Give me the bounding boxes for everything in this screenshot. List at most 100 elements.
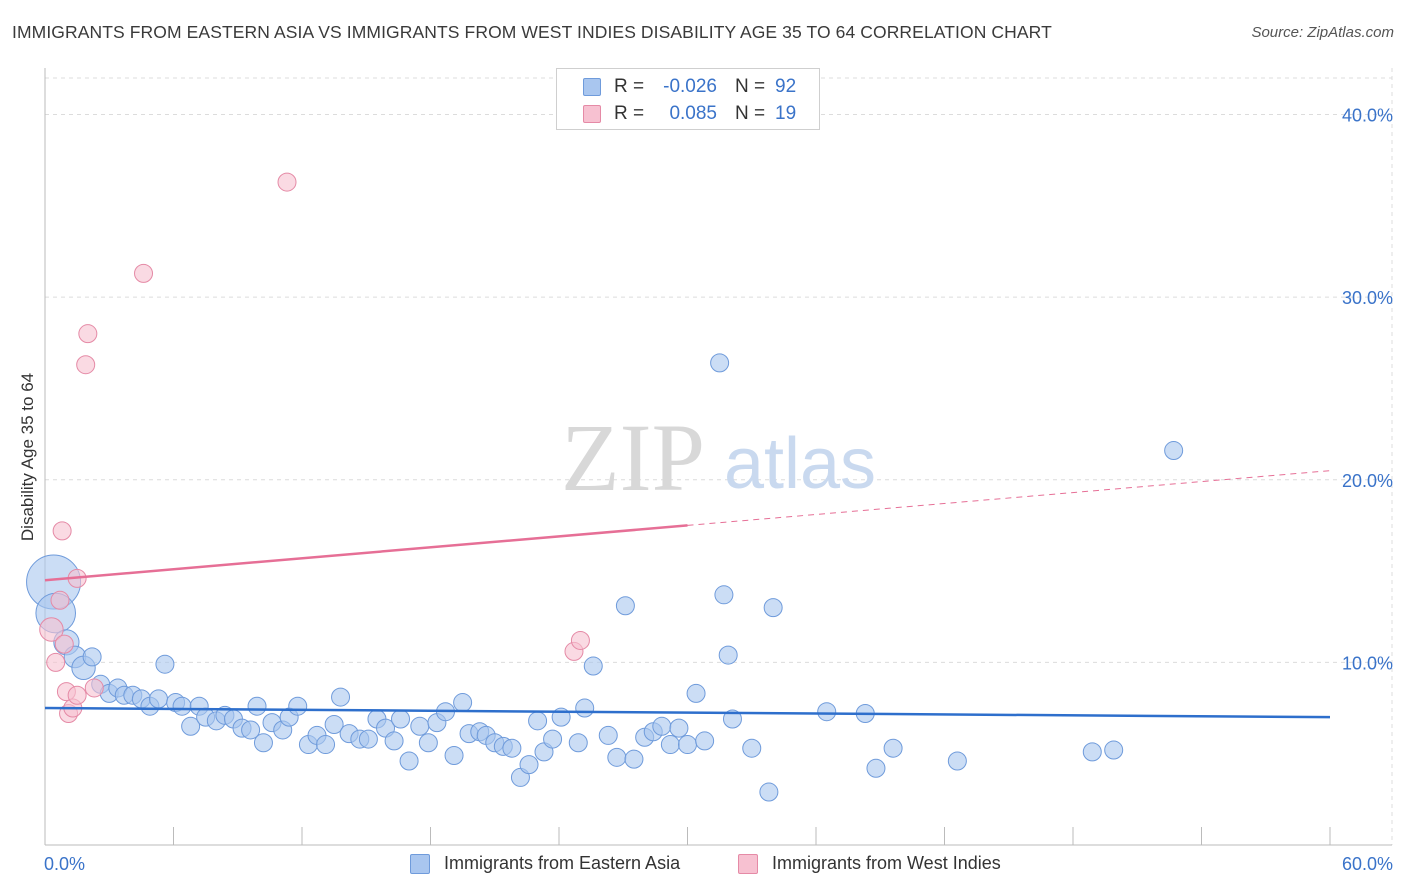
y-tick-label: 20.0%	[1342, 471, 1393, 491]
point-west-indies	[78, 324, 98, 344]
point-eastern-asia	[241, 720, 261, 740]
point-west-indies	[39, 617, 64, 642]
point-eastern-asia	[528, 711, 548, 731]
point-eastern-asia	[253, 733, 273, 753]
bottom-legend-swatch-eastern-asia	[410, 854, 430, 874]
point-eastern-asia	[410, 716, 430, 736]
point-eastern-asia	[947, 751, 967, 771]
point-eastern-asia	[399, 751, 419, 771]
point-west-indies	[52, 521, 72, 541]
point-west-indies	[67, 685, 87, 705]
point-eastern-asia	[453, 693, 473, 713]
x-tick-label-max: 60.0%	[1342, 854, 1393, 874]
point-eastern-asia	[1082, 742, 1102, 762]
point-eastern-asia	[1104, 740, 1124, 760]
point-eastern-asia	[686, 683, 706, 703]
legend-n-value: 92	[775, 76, 797, 97]
point-west-indies	[84, 678, 104, 698]
point-eastern-asia	[866, 758, 886, 778]
point-west-indies	[50, 590, 70, 610]
bottom-legend-label: Immigrants from West Indies	[772, 853, 1001, 873]
legend-swatch-west-indies	[583, 105, 601, 123]
point-eastern-asia	[418, 733, 438, 753]
watermark-atlas: atlas	[724, 424, 876, 504]
point-eastern-asia	[1164, 441, 1184, 461]
point-eastern-asia	[817, 702, 837, 722]
watermark-zip: ZIP	[561, 404, 705, 511]
point-west-indies	[570, 630, 590, 650]
point-eastern-asia	[714, 585, 734, 605]
point-west-indies	[54, 634, 74, 654]
point-eastern-asia	[82, 647, 102, 667]
point-eastern-asia	[598, 725, 618, 745]
legend-r-label: R =	[614, 103, 645, 124]
point-eastern-asia	[722, 709, 742, 729]
point-eastern-asia	[502, 738, 522, 758]
trend-lines	[44, 470, 1331, 719]
point-eastern-asia	[575, 698, 595, 718]
tick-labels: 10.0% 20.0% 30.0% 40.0% 0.0% 60.0%	[44, 106, 1393, 874]
legend-n-label: N =	[735, 76, 766, 97]
data-points	[26, 172, 1184, 802]
point-eastern-asia	[607, 747, 627, 767]
point-west-indies	[76, 355, 96, 375]
point-eastern-asia	[444, 746, 464, 766]
point-west-indies	[134, 263, 154, 283]
axes	[44, 68, 1392, 846]
grid-lines	[45, 68, 1393, 845]
point-eastern-asia	[742, 738, 762, 758]
point-west-indies	[277, 172, 297, 192]
point-eastern-asia	[155, 654, 175, 674]
point-eastern-asia	[624, 749, 644, 769]
point-eastern-asia	[695, 731, 715, 751]
point-eastern-asia	[678, 735, 697, 755]
watermark: ZIP atlas	[561, 404, 876, 511]
trend-line-eastern-asia	[44, 706, 1331, 719]
point-eastern-asia	[883, 738, 903, 758]
trend-line-west-indies	[44, 524, 688, 582]
legend-n-value: 19	[775, 103, 797, 124]
point-eastern-asia	[384, 731, 404, 751]
point-eastern-asia	[710, 353, 730, 373]
legend-r-value: -0.026	[663, 76, 717, 97]
legend-r-value: 0.085	[669, 103, 717, 124]
point-eastern-asia	[358, 729, 378, 749]
y-tick-label: 40.0%	[1342, 106, 1393, 126]
bottom-legend-label: Immigrants from Eastern Asia	[444, 853, 681, 873]
point-eastern-asia	[331, 687, 351, 707]
source-credit: Source: ZipAtlas.com	[1251, 24, 1394, 41]
legend-row-west-indies: R = 0.085 N = 19	[557, 101, 819, 127]
legend-row-eastern-asia: R = -0.026 N = 92	[557, 74, 819, 100]
trend-line-west-indies-projection	[687, 470, 1331, 526]
bottom-legend-swatch-west-indies	[738, 854, 758, 874]
legend-swatch-eastern-asia	[583, 78, 601, 96]
y-tick-label: 10.0%	[1342, 653, 1393, 673]
point-eastern-asia	[247, 696, 267, 716]
point-eastern-asia	[583, 656, 603, 676]
point-eastern-asia	[568, 733, 588, 753]
point-eastern-asia	[763, 598, 783, 618]
chart-title: IMMIGRANTS FROM EASTERN ASIA VS IMMIGRAN…	[12, 22, 1052, 42]
point-west-indies	[46, 652, 66, 672]
point-eastern-asia	[669, 718, 689, 738]
y-tick-label: 30.0%	[1342, 288, 1393, 308]
point-eastern-asia	[615, 596, 635, 616]
point-eastern-asia	[660, 735, 680, 755]
x-tick-label-min: 0.0%	[44, 854, 85, 874]
point-eastern-asia	[543, 729, 563, 749]
point-eastern-asia	[316, 735, 336, 755]
y-axis-label: Disability Age 35 to 64	[18, 372, 37, 542]
point-eastern-asia	[172, 696, 192, 716]
legend-r-label: R =	[614, 76, 645, 97]
point-eastern-asia	[324, 714, 344, 734]
legend-n-label: N =	[735, 103, 766, 124]
point-eastern-asia	[759, 782, 779, 802]
correlation-legend: R = -0.026 N = 92 R = 0.085 N = 19	[556, 68, 820, 130]
point-eastern-asia	[288, 696, 308, 716]
point-eastern-asia	[391, 709, 411, 729]
point-eastern-asia	[519, 755, 539, 775]
point-eastern-asia	[181, 716, 201, 736]
point-eastern-asia	[718, 645, 738, 665]
point-eastern-asia	[149, 689, 169, 709]
